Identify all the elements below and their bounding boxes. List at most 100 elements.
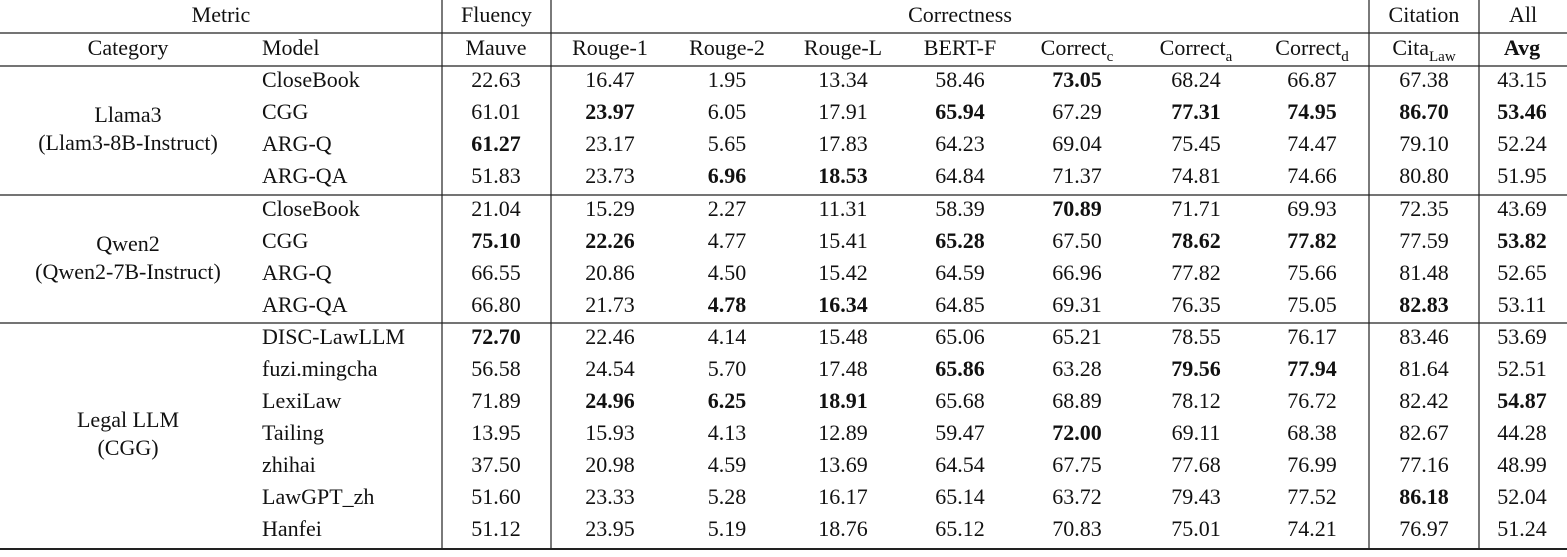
- cell-value: 69.93: [1287, 196, 1337, 221]
- model-name: ARG-QA: [262, 163, 348, 188]
- column-header: Rouge-L: [804, 35, 882, 60]
- cell-value: 24.96: [585, 388, 635, 413]
- cell-value: 74.21: [1287, 516, 1337, 541]
- header-text: Model: [262, 35, 319, 60]
- cell-value: 13.34: [818, 67, 868, 92]
- cell-value: 72.70: [471, 324, 521, 349]
- cell-value: 76.99: [1287, 452, 1337, 477]
- cell-value: 1.95: [708, 67, 747, 92]
- cell-value: 65.28: [935, 228, 985, 253]
- cell-value: 68.89: [1052, 388, 1102, 413]
- cell-value: 66.87: [1287, 67, 1337, 92]
- cell-value: 23.17: [585, 131, 635, 156]
- cell-value: 20.86: [585, 260, 635, 285]
- cell-value: 75.45: [1171, 131, 1221, 156]
- cell-value: 82.83: [1399, 292, 1449, 317]
- header-text: Correct: [1041, 35, 1107, 60]
- cell-value: 65.21: [1052, 324, 1102, 349]
- cell-value: 67.29: [1052, 99, 1102, 124]
- header-subscript: a: [1226, 49, 1233, 65]
- cell-value: 80.80: [1399, 163, 1449, 188]
- cell-value: 4.13: [708, 420, 747, 445]
- cell-value: 76.35: [1171, 292, 1221, 317]
- cell-value: 68.24: [1171, 67, 1221, 92]
- cell-value: 24.54: [585, 356, 635, 381]
- category-label: Llama3: [94, 102, 161, 127]
- model-name: ARG-Q: [262, 131, 332, 156]
- cell-value: 23.95: [585, 516, 635, 541]
- cell-value: 74.81: [1171, 163, 1221, 188]
- header-subscript: Law: [1429, 49, 1456, 65]
- cell-value: 74.66: [1287, 163, 1337, 188]
- cell-value: 65.68: [935, 388, 985, 413]
- column-header: Rouge-2: [689, 35, 765, 60]
- model-name: ARG-QA: [262, 292, 348, 317]
- column-header: Category: [88, 35, 169, 60]
- column-header: Rouge-1: [572, 35, 648, 60]
- cell-value: 54.87: [1497, 388, 1547, 413]
- cell-value: 79.43: [1171, 484, 1221, 509]
- cell-value: 69.31: [1052, 292, 1102, 317]
- cell-value: 64.23: [935, 131, 985, 156]
- header-subscript: d: [1341, 49, 1349, 65]
- cell-value: 82.42: [1399, 388, 1449, 413]
- cell-value: 23.97: [585, 99, 635, 124]
- group-header: Fluency: [461, 2, 532, 27]
- cell-value: 65.06: [935, 324, 985, 349]
- group-header: Metric: [192, 2, 251, 27]
- cell-value: 77.82: [1287, 228, 1337, 253]
- cell-value: 56.58: [471, 356, 521, 381]
- header-text: Cita: [1392, 35, 1429, 60]
- model-name: CloseBook: [262, 196, 360, 221]
- cell-value: 64.54: [935, 452, 985, 477]
- model-name: ARG-Q: [262, 260, 332, 285]
- cell-value: 79.10: [1399, 131, 1449, 156]
- header-text: Correct: [1275, 35, 1341, 60]
- cell-value: 75.10: [471, 228, 521, 253]
- category-label: (Llam3-8B-Instruct): [38, 130, 218, 155]
- cell-value: 61.27: [471, 131, 521, 156]
- column-header: CitaLaw: [1392, 35, 1455, 65]
- cell-value: 75.66: [1287, 260, 1337, 285]
- cell-value: 13.69: [818, 452, 868, 477]
- model-name: LexiLaw: [262, 388, 342, 413]
- cell-value: 77.31: [1171, 99, 1221, 124]
- header-text: BERT-F: [924, 35, 996, 60]
- model-name: Hanfei: [262, 516, 322, 541]
- cell-value: 18.76: [818, 516, 868, 541]
- header-text: Rouge-2: [689, 35, 765, 60]
- cell-value: 53.46: [1497, 99, 1547, 124]
- cell-value: 78.55: [1171, 324, 1221, 349]
- cell-value: 74.95: [1287, 99, 1337, 124]
- model-name: LawGPT_zh: [262, 484, 374, 509]
- model-name: CGG: [262, 228, 309, 253]
- cell-value: 65.12: [935, 516, 985, 541]
- cell-value: 6.96: [708, 163, 747, 188]
- model-name: zhihai: [262, 452, 316, 477]
- model-name: DISC-LawLLM: [262, 324, 405, 349]
- cell-value: 77.52: [1287, 484, 1337, 509]
- cell-value: 13.95: [471, 420, 521, 445]
- cell-value: 61.01: [471, 99, 521, 124]
- cell-value: 48.99: [1497, 452, 1547, 477]
- cell-value: 4.77: [708, 228, 747, 253]
- cell-value: 77.94: [1287, 356, 1337, 381]
- model-name: fuzi.mingcha: [262, 356, 378, 381]
- cell-value: 23.73: [585, 163, 635, 188]
- header-text: Correct: [1160, 35, 1226, 60]
- cell-value: 69.04: [1052, 131, 1102, 156]
- cell-value: 78.12: [1171, 388, 1221, 413]
- cell-value: 66.80: [471, 292, 521, 317]
- group-header: All: [1509, 2, 1537, 27]
- column-header: Avg: [1504, 35, 1540, 60]
- header-text: Category: [88, 35, 169, 60]
- cell-value: 51.83: [471, 163, 521, 188]
- cell-value: 74.47: [1287, 131, 1337, 156]
- cell-value: 4.50: [708, 260, 747, 285]
- cell-value: 16.17: [818, 484, 868, 509]
- header-text: Avg: [1504, 35, 1540, 60]
- cell-value: 5.70: [708, 356, 747, 381]
- cell-value: 53.69: [1497, 324, 1547, 349]
